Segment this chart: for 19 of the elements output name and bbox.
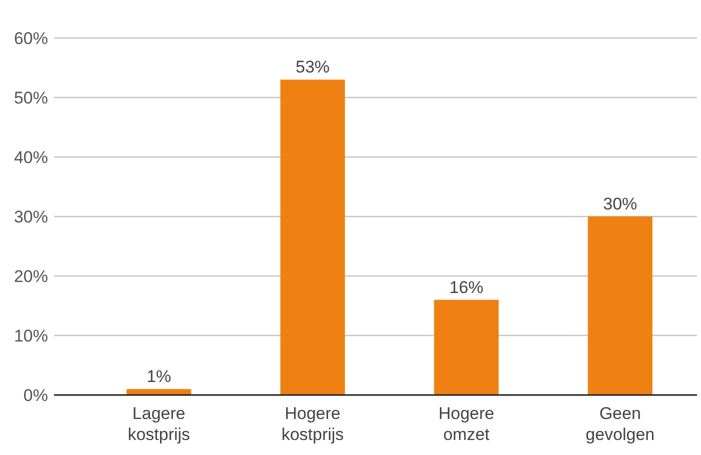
bar	[126, 389, 192, 395]
y-tick-label: 10%	[14, 326, 48, 346]
bar	[434, 300, 499, 395]
y-tick-label: 30%	[14, 207, 48, 226]
x-tick-label: Hogere kostprijs	[281, 404, 344, 444]
y-tick-label: 40%	[14, 148, 48, 167]
y-tick-label: 20%	[14, 266, 48, 286]
data-label: 16%	[449, 278, 484, 297]
bar	[588, 216, 652, 395]
y-tick-label: 50%	[14, 88, 48, 108]
data-label: 53%	[296, 58, 330, 77]
x-tick-label: Geen gevolgen	[586, 404, 655, 444]
bar	[280, 80, 345, 395]
data-label: 1%	[146, 367, 172, 386]
x-tick-label: Lagere kostprijs	[128, 404, 190, 444]
x-tick-label: Hogere omzet	[438, 404, 494, 444]
y-tick-label: 0%	[23, 386, 48, 405]
y-tick-label: 60%	[14, 28, 48, 48]
data-label: 30%	[603, 194, 638, 214]
